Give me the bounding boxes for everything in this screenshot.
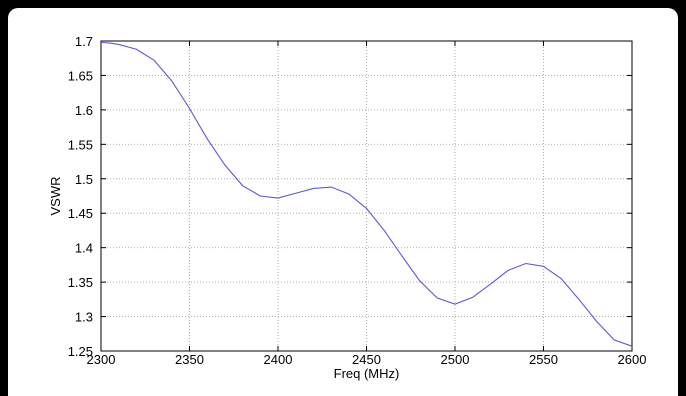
y-tick-label: 1.45 — [68, 206, 93, 221]
x-tick-label: 2350 — [175, 352, 204, 367]
y-tick-label: 1.4 — [75, 241, 93, 256]
x-tick-label: 2450 — [352, 352, 381, 367]
chart-frame: 2300 2350 2400 2450 2500 2550 2600 1.25 1.3 1.35 1… — [8, 8, 678, 396]
y-tick-label: 1.55 — [68, 137, 93, 152]
x-axis-label: Freq (MHz) — [334, 366, 400, 381]
y-tick-label: 1.6 — [75, 103, 93, 118]
y-tick-label: 1.25 — [68, 344, 93, 359]
y-tick-label: 1.65 — [68, 68, 93, 83]
plot-area — [100, 40, 633, 352]
vswr-chart: 2300 2350 2400 2450 2500 2550 2600 1.25 1.3 1.35 1… — [48, 34, 647, 381]
x-tick-label: 2300 — [87, 352, 116, 367]
x-tick-label: 2500 — [441, 352, 470, 367]
y-tick-label: 1.7 — [75, 34, 93, 49]
vswr-series-line — [100, 41, 633, 347]
axis-ticks — [100, 40, 633, 352]
y-axis-label: VSWR — [48, 177, 63, 216]
x-tick-label: 2550 — [529, 352, 558, 367]
grid — [100, 40, 633, 352]
x-tick-label: 2400 — [264, 352, 293, 367]
y-tick-label: 1.3 — [75, 310, 93, 325]
x-tick-label: 2600 — [618, 352, 647, 367]
y-tick-label: 1.5 — [75, 172, 93, 187]
y-tick-label: 1.35 — [68, 275, 93, 290]
tick-labels: 2300 2350 2400 2450 2500 2550 2600 1.25 1.3 1.35 1… — [68, 34, 647, 367]
